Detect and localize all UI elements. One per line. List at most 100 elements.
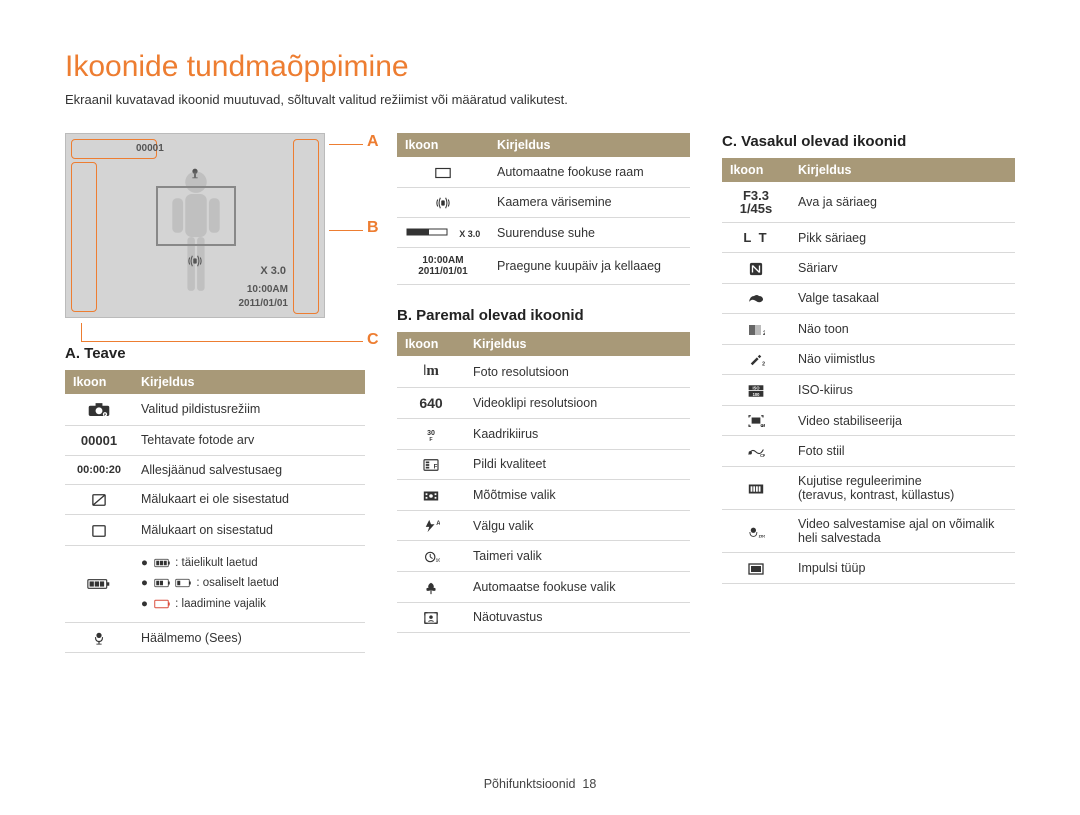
flash-icon: A [422,518,440,533]
style-icon: CR [747,443,765,458]
metering-icon [422,487,440,502]
svg-text:2: 2 [763,331,765,337]
zoom-suffix: X 3.0 [459,229,480,239]
cell-desc: Valitud pildistusrežiim [133,394,365,425]
cell-desc: ● : täielikult laetud ● : osaliselt laet… [133,545,365,622]
cell-desc: Mälukaart ei ole sisestatud [133,484,365,515]
cell-desc: Näo toon [790,314,1015,345]
display-date: 2011/01/01 [239,298,289,309]
svg-text:100: 100 [753,392,761,397]
video-res-icon: 640 [397,388,465,419]
cell-desc: Foto stiil [790,436,1015,467]
table-row: Impulsi tüüp [722,552,1015,583]
cell-desc: Näo viimistlus [790,344,1015,375]
camera-display: 00001 X 3.0 10:00AM 2011/01/01 [65,133,325,318]
table-row: zoom Video salvestamise ajal on võimalik… [722,509,1015,552]
th-desc: Kirjeldus [790,158,1015,182]
quality-icon: F [422,457,440,472]
column-2: Ikoon Kirjeldus Automaatne fookuse raam … [397,133,690,653]
lt-icon: L T [722,223,790,253]
svg-text:30: 30 [427,430,435,437]
table-row: L T Pikk säriaeg [722,223,1015,253]
rectime-icon: 00:00:20 [65,455,133,484]
silhouette-icon [161,166,231,306]
svg-text:A: A [436,521,440,528]
cell-desc: Impulsi tüüp [790,552,1015,583]
table-row: Näotuvastus [397,602,690,633]
table-row: OFF Video stabiliseerija [722,405,1015,436]
table-row: Kujutise reguleerimine (teravus, kontras… [722,466,1015,509]
table-row: F3.3 1/45s Ava ja säriaeg [722,182,1015,223]
callout-a: A [367,133,379,151]
cell-desc: ISO-kiirus [790,375,1015,406]
footer-page: 18 [582,777,596,791]
mic-icon [90,630,108,645]
page-subtitle: Ekraanil kuvatavad ikoonid muutuvad, sõl… [65,92,1015,107]
macro-icon [422,579,440,594]
svg-text:F: F [434,464,438,471]
section-c-heading: C. Vasakul olevad ikoonid [722,133,1015,150]
table-row: Mälukaart on sisestatud [65,515,365,546]
section-a-heading: A. Teave [65,345,365,362]
callout-c: C [367,331,379,349]
table-c: Ikoon Kirjeldus F3.3 1/45s Ava ja säriae… [722,158,1015,584]
card-icon [90,522,108,537]
th-desc: Kirjeldus [133,370,365,394]
cell-desc: Allesjäänud salvestusaeg [133,455,365,484]
table-row: ǀm Foto resolutsioon [397,356,690,388]
th-icon: Ikoon [65,370,133,394]
exposure-icon [747,260,765,275]
callout-line-cv [81,323,82,341]
table-row: A Välgu valik [397,510,690,541]
table-row: 10:00AM 2011/01/01 Praegune kuupäiv ja k… [397,248,690,285]
display-region-c [71,162,97,312]
svg-text:OFF: OFF [760,424,765,429]
callout-line-c [81,341,363,342]
table-row: Mälukaart ei ole sisestatud [65,484,365,515]
th-icon: Ikoon [722,158,790,182]
table-row: Säriarv [722,253,1015,284]
callout-b: B [367,219,379,237]
datetime-icon: 10:00AM 2011/01/01 [397,248,489,285]
cell-desc: Taimeri valik [465,541,690,572]
cell-desc: Praegune kuupäiv ja kellaaeg [489,248,690,285]
table-row: F Pildi kvaliteet [397,449,690,480]
cell-desc: Kujutise reguleerimine (teravus, kontras… [790,466,1015,509]
iso-icon: ISO100 [747,382,765,397]
table-row: CR Foto stiil [722,436,1015,467]
th-desc: Kirjeldus [489,133,690,157]
cell-desc: Video stabiliseerija [790,405,1015,436]
photo-res-icon: ǀm [397,356,465,388]
table-a: Ikoon Kirjeldus P Valitud pildistusrežii… [65,370,365,653]
table-b: Ikoon Kirjeldus ǀm Foto resolutsioon 640… [397,332,690,633]
cell-desc: Foto resolutsioon [465,356,690,388]
facetone-icon: 2 [747,321,765,336]
table-row: Mõõtmise valik [397,480,690,511]
burst-icon [747,560,765,575]
svg-text:10: 10 [436,558,440,563]
table-row: ISO100 ISO-kiirus [722,375,1015,406]
cell-desc: Suurenduse suhe [489,218,690,248]
cell-desc: Kaadrikiirus [465,419,690,450]
shake-icon [434,195,452,210]
th-desc: Kirjeldus [465,332,690,356]
cell-desc: Tehtavate fotode arv [133,425,365,455]
table-row: 00001 Tehtavate fotode arv [65,425,365,455]
battery-icon [87,575,111,590]
table-row: Valge tasakaal [722,283,1015,314]
table-row: P Valitud pildistusrežiim [65,394,365,425]
stabilizer-icon: OFF [747,413,765,428]
table-row: Automaatne fookuse raam [397,157,690,187]
table-row: Automaatse fookuse valik [397,571,690,602]
table-row: 30F Kaadrikiirus [397,419,690,450]
callout-line-b [329,230,363,231]
cell-desc: Valge tasakaal [790,283,1015,314]
column-3: C. Vasakul olevad ikoonid Ikoon Kirjeldu… [722,133,1015,653]
aperture-icon: F3.3 1/45s [722,182,790,223]
fps-icon: 30F [422,426,440,441]
face-icon [422,610,440,625]
svg-text:F: F [429,437,433,442]
callout-line-a [329,144,363,145]
table-row: 10 Taimeri valik [397,541,690,572]
wb-icon [747,291,765,306]
